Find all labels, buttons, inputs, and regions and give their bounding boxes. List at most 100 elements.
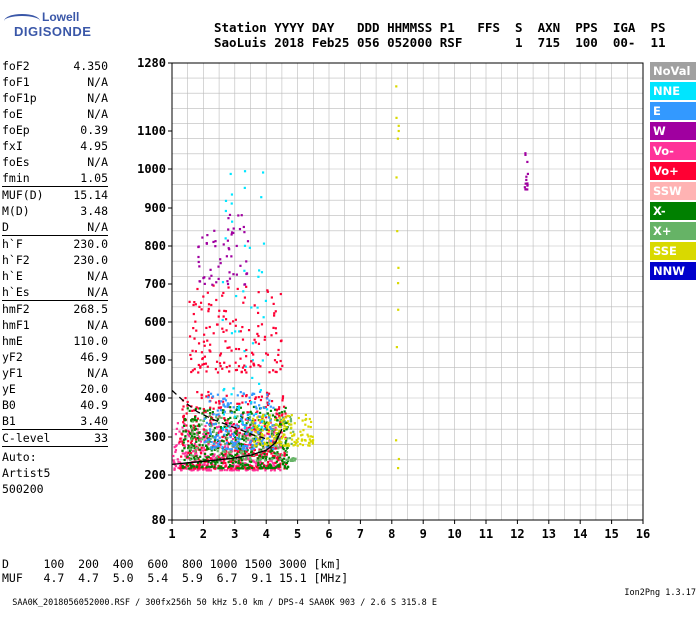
echo-point <box>277 458 280 462</box>
param-row: h`E N/A <box>2 268 108 284</box>
echo-point <box>222 413 225 416</box>
echo-point <box>243 458 246 461</box>
echo-point <box>230 393 233 396</box>
echo-point <box>227 425 230 428</box>
echo-point <box>241 325 244 329</box>
echo-point <box>285 421 288 425</box>
echo-point <box>208 467 211 470</box>
echo-point <box>261 452 264 455</box>
param-name: fxI <box>2 139 23 153</box>
echo-point <box>235 433 239 436</box>
echo-point <box>250 460 253 463</box>
echo-point <box>252 466 255 470</box>
echo-point <box>174 449 178 452</box>
param-name: yF2 <box>2 350 23 364</box>
echo-point <box>196 390 199 394</box>
echo-point <box>181 426 184 429</box>
echo-point <box>186 453 189 457</box>
echo-point <box>263 452 266 456</box>
echo-point <box>228 424 231 428</box>
echo-point <box>225 463 228 467</box>
echo-point <box>311 439 314 442</box>
param-value: N/A <box>87 155 108 169</box>
echo-point <box>201 463 205 467</box>
echo-point <box>208 325 211 329</box>
echo-point <box>245 429 248 432</box>
echo-point <box>266 441 269 445</box>
echo-point <box>248 446 251 449</box>
echo-point <box>282 444 285 447</box>
echo-point <box>265 416 268 419</box>
echo-point <box>201 412 204 415</box>
echo-point <box>231 465 234 468</box>
echo-point <box>210 440 213 444</box>
echo-point <box>274 370 277 373</box>
echo-point <box>254 419 257 422</box>
x-tick-label: 9 <box>420 527 427 541</box>
echo-point <box>227 456 230 459</box>
echo-point <box>243 446 246 450</box>
echo-point <box>240 414 243 417</box>
echo-point <box>202 432 205 436</box>
echo-point <box>246 240 250 243</box>
echo-point <box>211 457 214 460</box>
echo-point <box>189 424 192 427</box>
echo-point <box>221 445 224 449</box>
echo-point <box>229 410 232 413</box>
echo-point <box>232 433 235 436</box>
y-tick-label: 1280 <box>137 56 166 70</box>
echo-point <box>235 454 238 457</box>
echo-point <box>268 435 271 438</box>
echo-point <box>206 446 209 449</box>
echo-point <box>257 275 260 278</box>
echo-point <box>299 434 303 437</box>
echo-point <box>251 426 254 430</box>
echo-point <box>272 461 275 465</box>
echo-point <box>227 247 230 250</box>
echo-point <box>214 448 217 451</box>
echo-point <box>263 335 267 338</box>
echo-point <box>227 417 230 421</box>
echo-point <box>308 438 311 441</box>
echo-point <box>230 448 233 451</box>
echo-point <box>199 419 202 422</box>
echo-point <box>271 369 275 372</box>
x-tick-label: 12 <box>510 527 524 541</box>
echo-point <box>257 396 260 399</box>
echo-point <box>272 302 275 306</box>
echo-point <box>255 407 258 410</box>
echo-point <box>217 444 221 448</box>
echo-point <box>228 434 232 437</box>
echo-point <box>232 231 235 235</box>
echo-point <box>194 407 197 411</box>
echo-point <box>198 280 202 283</box>
param-name: h`Es <box>2 285 30 299</box>
echo-point <box>230 450 233 453</box>
echo-point <box>237 461 240 464</box>
echo-point <box>259 452 262 455</box>
x-tick-label: 5 <box>294 527 301 541</box>
echo-point <box>282 418 285 421</box>
echo-point <box>289 459 292 462</box>
echo-point <box>187 444 190 447</box>
echo-point <box>237 459 240 462</box>
echo-point <box>270 443 273 446</box>
echo-point <box>180 432 183 435</box>
echo-point <box>220 469 223 472</box>
echo-point <box>220 430 223 433</box>
echo-point <box>214 422 218 426</box>
echo-point <box>296 440 299 443</box>
param-value: 1.05 <box>80 171 108 185</box>
echo-point <box>223 417 226 420</box>
echo-point <box>311 435 314 438</box>
echo-point <box>245 456 248 459</box>
echo-point <box>239 264 242 267</box>
echo-point <box>304 418 307 422</box>
echo-point <box>234 424 237 427</box>
echo-point <box>270 334 273 337</box>
echo-point <box>259 460 262 463</box>
echo-point <box>210 416 213 419</box>
echo-point <box>279 368 282 371</box>
echo-point <box>235 465 239 469</box>
echo-point <box>178 430 181 433</box>
